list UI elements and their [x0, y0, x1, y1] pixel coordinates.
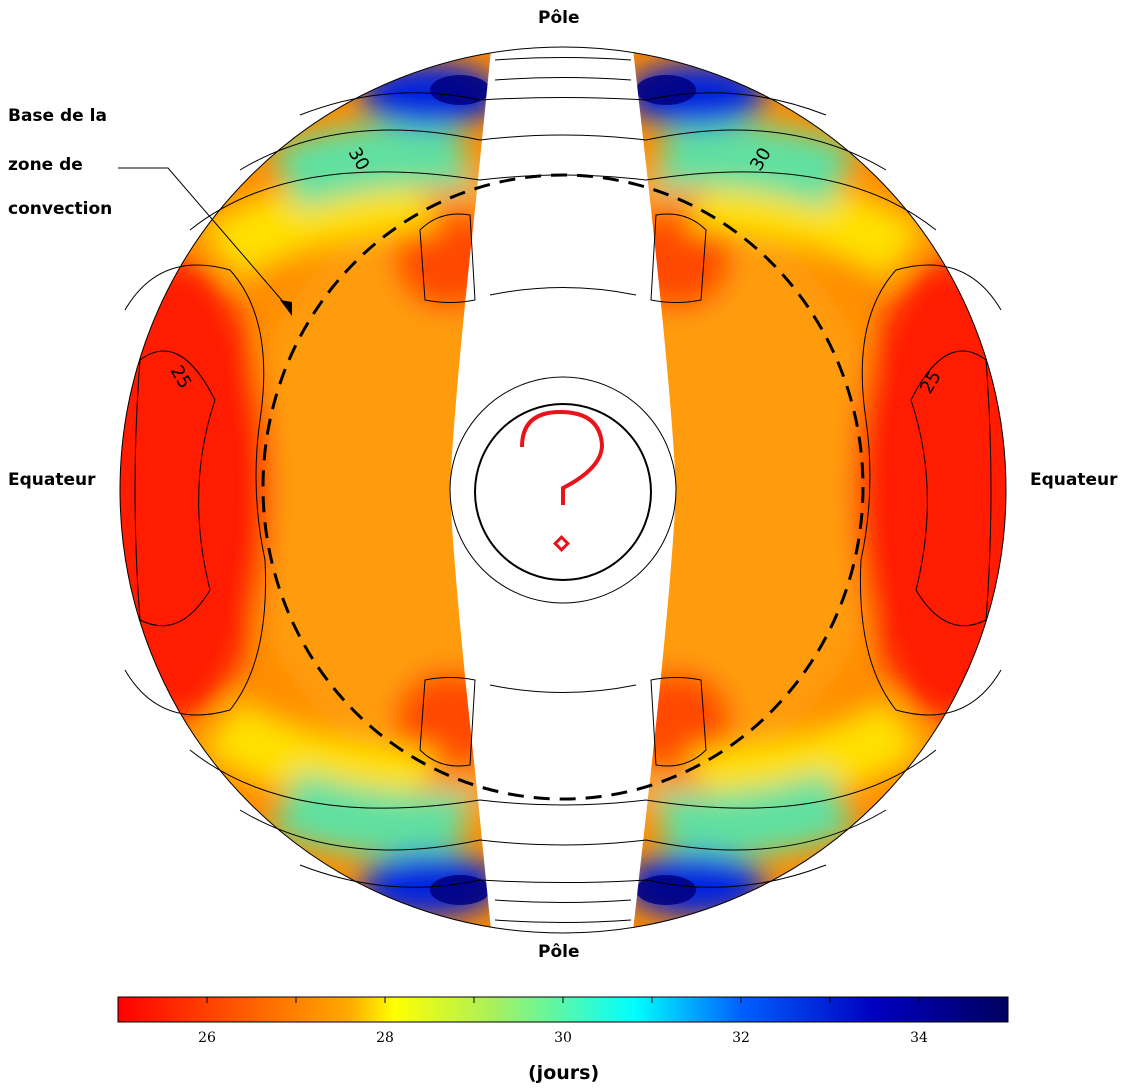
colorbar-ticks	[206, 997, 920, 1003]
base-label-line2: zone de	[8, 155, 83, 175]
question-mark-icon	[520, 409, 605, 505]
equator-right-label: Equateur	[1030, 470, 1118, 490]
colorbar-label: (jours)	[528, 1062, 600, 1084]
pole-top-label: Pôle	[538, 8, 580, 28]
pointer-line	[118, 167, 293, 313]
colorbar-tick-label: 28	[376, 1030, 394, 1046]
equator-left-label: Equateur	[8, 470, 96, 490]
base-label-line1: Base de la	[8, 106, 107, 126]
disk-outline	[119, 46, 1007, 934]
colorbar-tick-label: 34	[910, 1030, 928, 1046]
base-label-line3: convection	[8, 199, 113, 219]
convection-base-circle	[261, 173, 865, 801]
pole-bottom-label: Pôle	[538, 942, 580, 962]
question-mark-dot	[553, 535, 570, 552]
colorbar-tick-label: 30	[554, 1030, 572, 1046]
contour-lines	[124, 57, 1002, 923]
colorbar-tick-label: 32	[732, 1030, 750, 1046]
pointer-arrowhead	[280, 300, 292, 316]
colorbar-tick-label: 26	[198, 1030, 216, 1046]
